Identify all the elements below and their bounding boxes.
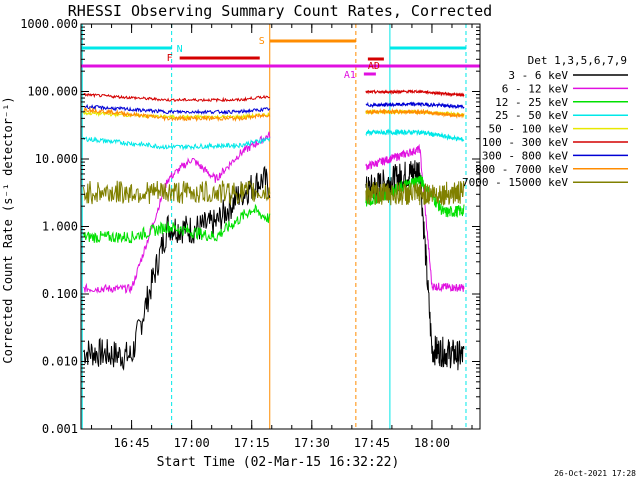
y-tick-label: 1000.000 <box>20 17 78 31</box>
saa-label: S <box>259 36 265 47</box>
series-line <box>365 107 465 120</box>
series-line <box>83 136 271 151</box>
legend-label: 3 - 6 keV <box>508 69 568 82</box>
series-line <box>83 92 270 103</box>
x-tick-label: 16:45 <box>114 436 150 450</box>
y-tick-label: 1.000 <box>42 220 78 234</box>
series-line <box>365 180 465 206</box>
night-label: N <box>177 44 183 55</box>
series-line <box>83 165 271 371</box>
y-tick-label: 0.001 <box>42 422 78 436</box>
legend-label: 6 - 12 keV <box>502 82 569 95</box>
legend-label: 100 - 300 keV <box>482 136 568 149</box>
x-tick-label: 17:30 <box>294 436 330 450</box>
series-line <box>83 203 271 244</box>
legend-label: 25 - 50 keV <box>495 109 568 122</box>
y-tick-label: 0.010 <box>42 355 78 369</box>
y-tick-label: 100.000 <box>27 85 78 99</box>
series-line <box>365 128 465 142</box>
x-tick-label: 17:45 <box>354 436 390 450</box>
y-axis-label: Corrected Count Rate (s⁻¹ detector⁻¹) <box>1 96 15 363</box>
attenuator-label: A1 <box>344 70 356 81</box>
series-line <box>365 101 465 110</box>
plot-area: NF S A1 AD 1000.000 100.000 10.000 1.000 0.100 0.… <box>20 17 481 450</box>
legend-title: Det 1,3,5,6,7,9 <box>528 54 627 67</box>
y-tick-label: 0.100 <box>42 287 78 301</box>
x-tick-label: 17:15 <box>234 436 270 450</box>
flare-label: F <box>167 53 173 64</box>
legend-label: 800 - 7000 keV <box>475 163 568 176</box>
legend-label: 300 - 800 keV <box>482 149 568 162</box>
chart-title: RHESSI Observing Summary Count Rates, Co… <box>68 2 492 20</box>
y-tick-label: 10.000 <box>35 152 78 166</box>
series-line <box>83 131 271 295</box>
x-tick-label: 17:00 <box>174 436 210 450</box>
plot-frame <box>80 23 481 430</box>
series-line <box>83 103 271 115</box>
legend-label: 7000 - 15000 keV <box>462 176 568 189</box>
series-line <box>365 89 465 98</box>
date-stamp: 26-Oct-2021 17:28 <box>554 469 636 478</box>
x-axis-label: Start Time (02-Mar-15 16:32:22) <box>157 455 400 470</box>
x-tick-label: 18:00 <box>414 436 450 450</box>
legend-label: 50 - 100 keV <box>489 123 569 136</box>
series-line <box>365 143 465 293</box>
series-line <box>83 180 271 206</box>
series-line <box>83 106 271 122</box>
legend-label: 12 - 25 keV <box>495 96 568 109</box>
decimation-label: AD <box>368 61 380 72</box>
